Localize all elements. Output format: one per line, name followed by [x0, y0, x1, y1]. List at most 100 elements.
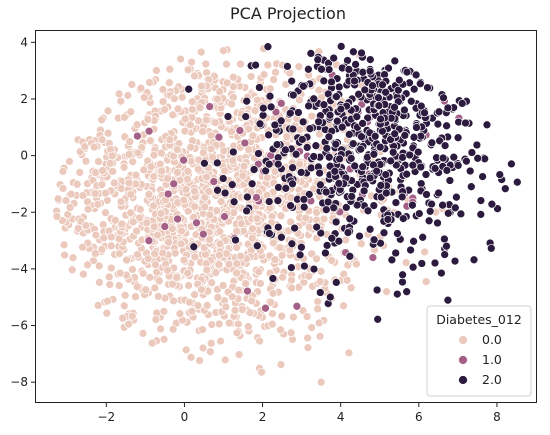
scatter-point	[83, 260, 92, 270]
scatter-point	[187, 57, 196, 67]
scatter-point	[254, 149, 263, 158]
scatter-point	[236, 219, 246, 228]
scatter-point	[456, 209, 466, 219]
scatter-point	[416, 162, 426, 172]
scatter-point	[158, 85, 168, 94]
scatter-point	[229, 82, 238, 91]
scatter-point	[98, 166, 107, 175]
scatter-point	[53, 194, 63, 204]
scatter-point	[94, 261, 104, 271]
scatter-point	[313, 297, 323, 307]
scatter-point	[443, 103, 453, 113]
scatter-point	[205, 347, 215, 357]
scatter-point	[335, 154, 344, 164]
scatter-point	[147, 338, 157, 348]
scatter-point	[466, 182, 476, 192]
scatter-point	[473, 153, 483, 163]
scatter-point	[200, 202, 210, 212]
scatter-point	[286, 328, 296, 338]
scatter-point	[242, 206, 251, 216]
scatter-point	[190, 186, 199, 196]
scatter-point	[445, 176, 455, 185]
scatter-point	[197, 81, 206, 91]
scatter-point	[177, 92, 187, 102]
scatter-point	[317, 64, 326, 74]
scatter-point	[277, 250, 287, 260]
scatter-point	[313, 304, 323, 314]
scatter-point	[103, 128, 113, 138]
scatter-point	[268, 309, 277, 318]
scatter-point	[476, 210, 486, 219]
scatter-point	[442, 166, 452, 175]
scatter-point	[165, 64, 175, 74]
scatter-point	[131, 170, 141, 180]
scatter-point	[295, 250, 305, 260]
scatter-point	[299, 81, 308, 91]
scatter-point	[143, 254, 153, 264]
scatter-point	[315, 168, 324, 178]
y-tick-label: −4	[10, 262, 28, 276]
scatter-point	[376, 114, 385, 124]
scatter-point	[440, 141, 450, 150]
scatter-point	[201, 59, 211, 69]
scatter-point	[99, 233, 109, 243]
scatter-point	[266, 298, 276, 307]
scatter-point	[378, 126, 387, 136]
scatter-point	[274, 183, 283, 192]
scatter-point	[315, 277, 325, 286]
scatter-point	[324, 132, 334, 142]
scatter-point	[255, 119, 265, 129]
x-tick-label: 8	[493, 410, 501, 424]
scatter-point	[122, 255, 131, 265]
scatter-point	[101, 188, 110, 198]
scatter-point	[478, 172, 487, 181]
scatter-point	[175, 309, 185, 319]
scatter-point	[442, 121, 451, 131]
scatter-point	[90, 189, 100, 198]
scatter-point	[391, 248, 401, 258]
scatter-point	[218, 281, 228, 290]
scatter-point	[89, 142, 99, 152]
scatter-point	[169, 151, 178, 161]
scatter-point	[258, 103, 268, 113]
scatter-point	[332, 116, 342, 126]
scatter-point	[268, 274, 278, 283]
scatter-point	[101, 208, 110, 218]
scatter-point	[304, 222, 314, 232]
scatter-point	[412, 123, 421, 132]
scatter-point	[168, 279, 177, 289]
scatter-point	[316, 180, 325, 190]
scatter-point	[307, 323, 316, 332]
scatter-point	[78, 242, 87, 252]
scatter-point	[163, 265, 172, 275]
scatter-point	[109, 178, 119, 188]
scatter-point	[493, 204, 502, 214]
scatter-point	[229, 208, 239, 218]
scatter-point	[476, 196, 486, 205]
scatter-point	[93, 199, 103, 209]
scatter-point	[190, 290, 199, 300]
scatter-point	[270, 255, 280, 265]
scatter-point	[273, 196, 283, 206]
scatter-point	[106, 263, 116, 273]
scatter-point	[197, 285, 206, 294]
scatter-point	[398, 214, 408, 223]
scatter-point	[152, 66, 161, 75]
scatter-point	[220, 188, 230, 198]
scatter-point	[276, 360, 286, 369]
scatter-point	[337, 122, 347, 132]
scatter-point	[418, 232, 428, 242]
scatter-point	[75, 168, 85, 177]
scatter-point	[276, 211, 286, 221]
scatter-point	[299, 202, 309, 212]
scatter-point	[183, 206, 193, 216]
scatter-point	[263, 60, 273, 70]
scatter-point	[65, 203, 75, 212]
scatter-point	[319, 76, 329, 86]
chart-title: PCA Projection	[230, 4, 346, 23]
scatter-point	[80, 142, 90, 151]
scatter-point	[132, 226, 141, 236]
scatter-point	[124, 150, 134, 159]
scatter-point	[433, 218, 442, 228]
scatter-point	[287, 239, 297, 249]
